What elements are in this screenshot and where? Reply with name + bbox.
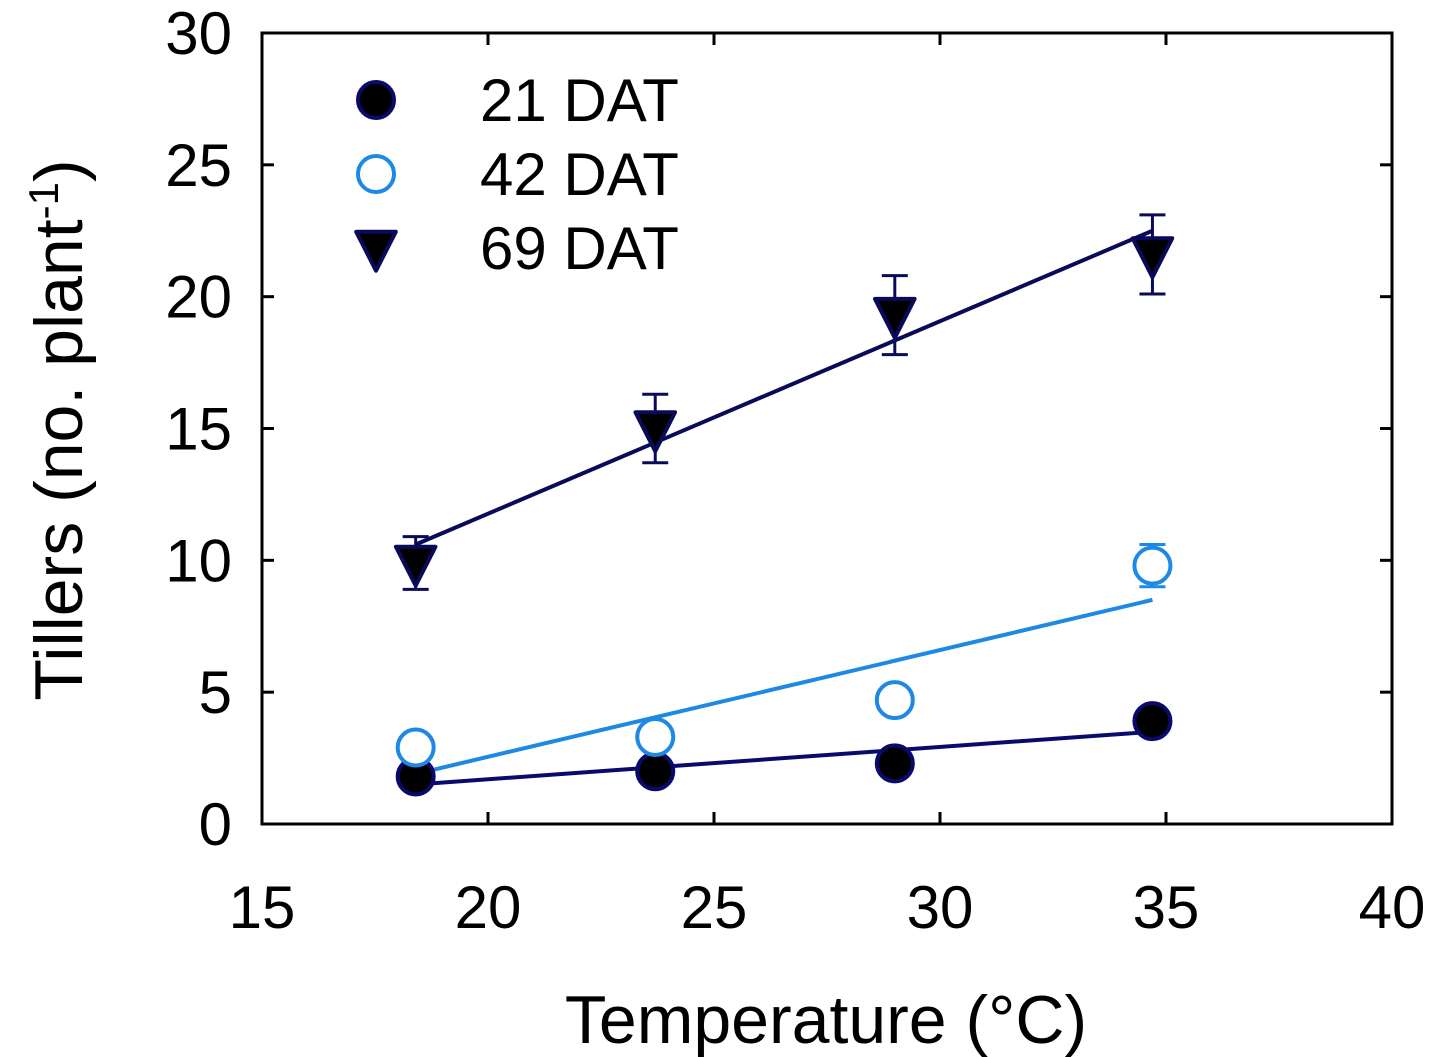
point-69-dat	[393, 544, 438, 588]
plot-frame	[260, 31, 1394, 826]
fit-line-21-dat	[415, 729, 1153, 787]
x-tick-label: 40	[1359, 874, 1426, 941]
legend-label-42-dat: 42 DAT	[480, 141, 679, 208]
point-42-dat	[635, 716, 676, 757]
point-69-dat	[633, 410, 678, 454]
point-42-dat	[1132, 545, 1173, 586]
x-tick-label: 15	[229, 874, 296, 941]
axis-ticks	[260, 31, 1394, 826]
point-21-dat	[874, 743, 915, 784]
fit-line-42-dat	[415, 597, 1153, 776]
y-tick-label: 10	[165, 527, 232, 594]
y-tick-label: 15	[165, 396, 232, 463]
x-tick-label: 20	[455, 874, 522, 941]
legend-marker-21-dat	[356, 80, 396, 120]
y-axis-title-superscript: -1	[20, 182, 67, 219]
y-axis-title-suffix: )	[21, 159, 97, 182]
point-42-dat	[874, 680, 915, 721]
point-69-dat	[873, 296, 917, 340]
y-tick-label: 30	[165, 0, 232, 67]
legend-label-21-dat: 21 DAT	[480, 67, 679, 134]
x-tick-labels: 15 20 25 30 35 40	[229, 874, 1426, 941]
x-tick-label: 35	[1133, 874, 1200, 941]
legend-marker-42-dat	[356, 154, 396, 194]
y-axis-title: Tillers (no. plant-1)	[20, 159, 97, 700]
point-42-dat	[395, 727, 436, 768]
data-markers	[393, 236, 1175, 797]
x-axis-title: Temperature (°C)	[565, 982, 1087, 1057]
x-tick-label: 25	[681, 874, 748, 941]
legend-marker-69-dat	[354, 229, 398, 273]
y-tick-label: 25	[165, 132, 232, 199]
legend: 21 DAT 42 DAT 69 DAT	[354, 67, 679, 282]
y-tick-label: 5	[199, 659, 232, 726]
x-tick-label: 30	[907, 874, 974, 941]
point-21-dat	[635, 751, 676, 792]
y-tick-label: 20	[165, 264, 232, 331]
legend-label-69-dat: 69 DAT	[480, 215, 679, 282]
y-tick-label: 0	[199, 791, 232, 858]
fit-lines	[414, 228, 1154, 787]
point-21-dat	[1132, 701, 1173, 742]
fit-line-69-dat	[414, 228, 1154, 547]
point-69-dat	[1130, 236, 1175, 280]
y-axis-title-main: Tillers (no. plant	[21, 219, 97, 700]
y-tick-labels: 0 5 10 15 20 25 30	[165, 0, 232, 858]
